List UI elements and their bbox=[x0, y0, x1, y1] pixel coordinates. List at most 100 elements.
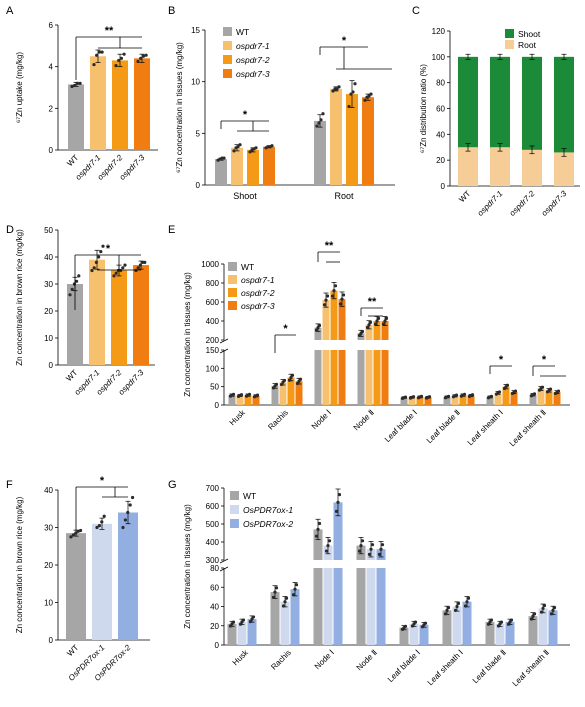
data-point bbox=[70, 84, 74, 89]
data-point bbox=[97, 255, 101, 259]
significance-mark: * bbox=[243, 109, 248, 121]
bar bbox=[279, 382, 287, 405]
x-tick-label: ospdr7-3 bbox=[540, 189, 569, 218]
significance-mark: * bbox=[342, 35, 347, 47]
data-point bbox=[139, 56, 143, 60]
data-point bbox=[100, 520, 104, 524]
data-point bbox=[114, 271, 118, 275]
data-point bbox=[549, 612, 554, 616]
bar-upper bbox=[338, 299, 346, 340]
y-tick-label: 0 bbox=[215, 401, 220, 410]
data-point bbox=[136, 59, 140, 64]
y-tick-label: 20 bbox=[210, 622, 219, 631]
data-point bbox=[506, 622, 511, 626]
data-point bbox=[462, 392, 467, 396]
legend-swatch bbox=[223, 27, 232, 36]
legend-label: ospdr7-1 bbox=[241, 275, 275, 285]
data-point bbox=[540, 385, 545, 389]
x-tick-label: Leaf blade Ⅱ bbox=[425, 408, 462, 445]
bar bbox=[537, 388, 545, 405]
data-point bbox=[376, 316, 381, 320]
data-point bbox=[330, 294, 335, 298]
data-point bbox=[445, 608, 449, 612]
y-axis-label: Zn concentration in tissues (mg/kg) bbox=[183, 504, 192, 629]
data-point bbox=[419, 394, 424, 398]
bar bbox=[68, 84, 84, 150]
data-point bbox=[539, 610, 544, 614]
y-tick-label: 300 bbox=[206, 556, 220, 565]
y-tick-label: 0 bbox=[49, 361, 54, 370]
data-point bbox=[131, 495, 135, 500]
y-tick-label: 800 bbox=[206, 279, 220, 288]
legend-swatch bbox=[223, 69, 232, 78]
bar bbox=[228, 395, 236, 405]
y-tick-label: 50 bbox=[210, 383, 219, 392]
data-point bbox=[324, 298, 328, 302]
axis-break-mark bbox=[219, 558, 229, 564]
data-point bbox=[99, 250, 103, 254]
x-tick-label: Rachis bbox=[269, 648, 293, 672]
bar-shoot bbox=[554, 56, 574, 153]
legend-label: Root bbox=[518, 40, 537, 50]
bar-shoot bbox=[490, 56, 510, 148]
y-tick-label: 400 bbox=[206, 538, 220, 547]
x-tick-label: ospdr7-3 bbox=[118, 153, 147, 182]
x-tick-label: Leaf sheath Ⅰ bbox=[466, 408, 505, 447]
data-point bbox=[141, 54, 145, 58]
data-point bbox=[367, 552, 372, 556]
bar bbox=[112, 60, 128, 150]
axis-break-mark bbox=[219, 348, 229, 354]
data-point bbox=[222, 156, 226, 160]
bar-lower bbox=[338, 350, 346, 405]
y-tick-label: 0 bbox=[215, 641, 220, 650]
bar bbox=[443, 396, 451, 405]
significance-mark: * bbox=[542, 354, 547, 366]
y-tick-label: 15 bbox=[191, 26, 200, 35]
significance-mark: * bbox=[106, 243, 111, 255]
data-point bbox=[101, 244, 105, 248]
y-tick-label: 500 bbox=[206, 520, 220, 529]
bar bbox=[280, 601, 290, 645]
y-tick-label: 120 bbox=[432, 27, 446, 36]
bar bbox=[134, 58, 150, 151]
data-point bbox=[72, 282, 76, 286]
bar bbox=[133, 265, 149, 365]
significance-mark: * bbox=[499, 354, 504, 366]
bar bbox=[237, 621, 247, 645]
x-tick-label: Rachis bbox=[266, 408, 290, 432]
data-point bbox=[231, 620, 236, 624]
data-point bbox=[123, 263, 127, 267]
data-point bbox=[369, 547, 373, 551]
x-tick-label: Husk bbox=[228, 407, 248, 427]
x-tick-label: ospdr7-3 bbox=[117, 368, 146, 397]
y-tick-label: 600 bbox=[206, 502, 220, 511]
bar-lower bbox=[356, 568, 366, 645]
data-point bbox=[143, 260, 147, 264]
bar bbox=[89, 259, 105, 365]
y-tick-label: 40 bbox=[210, 603, 219, 612]
x-tick-label: Leaf sheath Ⅰ bbox=[426, 648, 465, 687]
x-tick-label: Husk bbox=[231, 647, 251, 667]
bar bbox=[215, 159, 227, 185]
bar bbox=[553, 392, 561, 405]
data-point bbox=[379, 547, 383, 551]
panel-label-B: B bbox=[168, 5, 175, 17]
data-point bbox=[465, 600, 469, 604]
y-tick-label: 10 bbox=[191, 78, 200, 87]
x-tick-label: ospdr7-2 bbox=[508, 189, 537, 218]
bar-root bbox=[522, 149, 542, 186]
panel-label-G: G bbox=[168, 479, 177, 491]
legend-label: OsPDR7ox-1 bbox=[243, 505, 293, 515]
bar bbox=[505, 621, 515, 645]
bar-lower bbox=[313, 568, 323, 645]
significance-mark: ** bbox=[325, 240, 334, 252]
data-point bbox=[248, 620, 253, 624]
bar-root bbox=[554, 152, 574, 186]
bar bbox=[346, 94, 358, 185]
data-point bbox=[317, 323, 322, 328]
data-point bbox=[232, 149, 236, 153]
legend-label: ospdr7-3 bbox=[236, 69, 270, 79]
bar-upper bbox=[333, 502, 343, 560]
x-tick-label: Node Ⅱ bbox=[352, 408, 376, 432]
data-point bbox=[340, 297, 344, 301]
